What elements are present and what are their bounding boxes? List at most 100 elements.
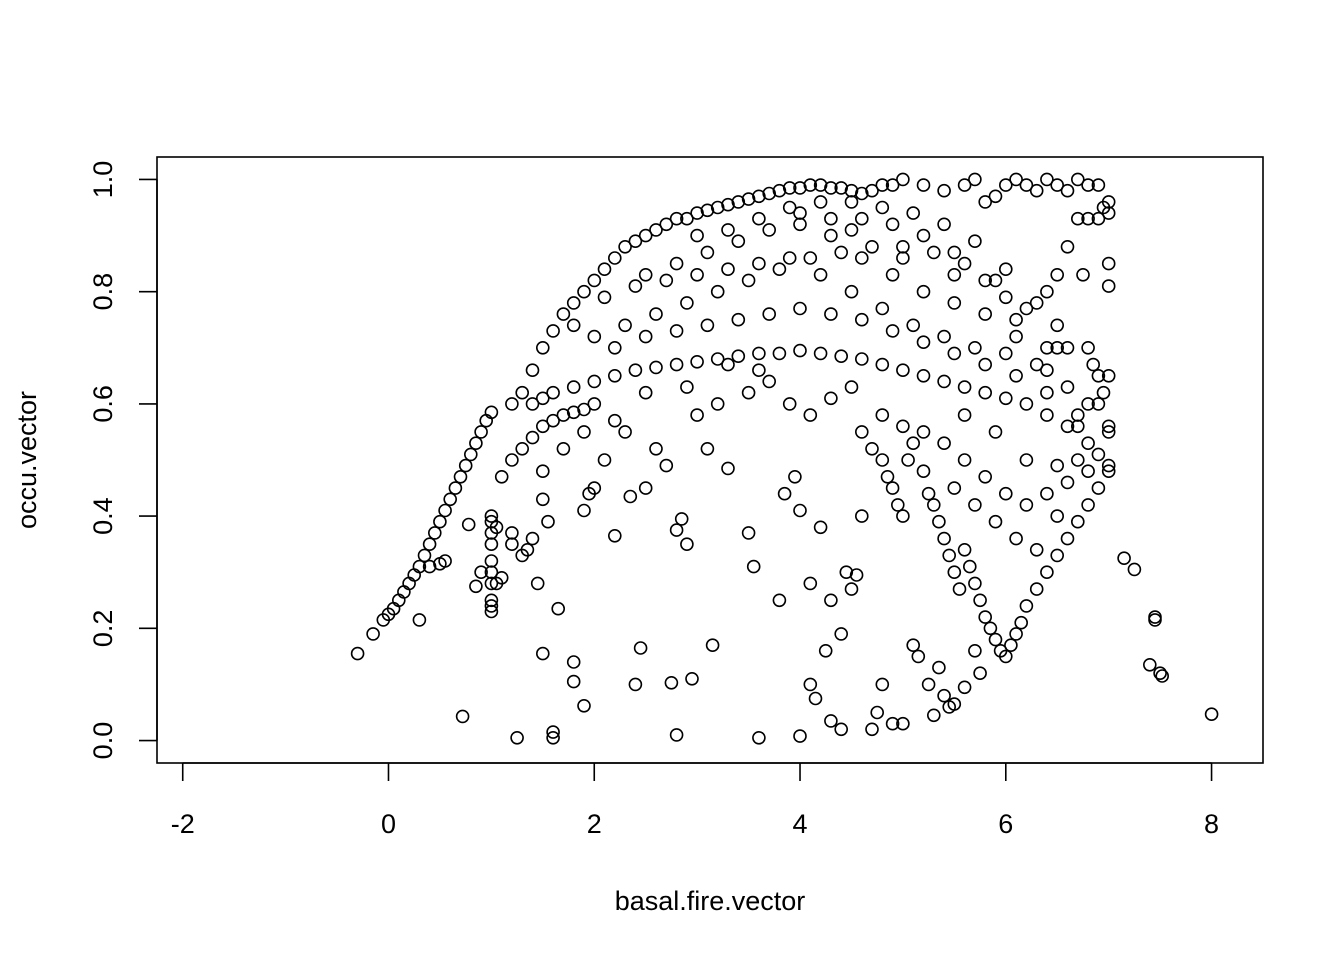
- data-point: [793, 729, 807, 743]
- data-point: [854, 352, 869, 366]
- data-point: [638, 267, 653, 282]
- data-point: [669, 728, 684, 742]
- data-point: [597, 453, 612, 467]
- data-point: [932, 514, 946, 529]
- data-point: [721, 357, 735, 372]
- data-point: [546, 385, 560, 400]
- data-point: [1009, 627, 1023, 641]
- data-point: [541, 514, 555, 529]
- data-point: [782, 251, 797, 265]
- data-point: [1029, 296, 1044, 310]
- data-point: [890, 498, 905, 512]
- data-point: [577, 503, 591, 518]
- data-point: [618, 318, 632, 333]
- data-point: [469, 579, 483, 594]
- data-point: [597, 262, 612, 277]
- data-point: [957, 453, 972, 467]
- data-point: [469, 436, 483, 451]
- data-point: [1071, 172, 1085, 187]
- data-point: [597, 290, 612, 305]
- data-point: [844, 223, 859, 237]
- data-point: [1076, 267, 1090, 282]
- data-point: [896, 240, 910, 254]
- data-point: [649, 307, 663, 321]
- data-point: [834, 627, 849, 641]
- data-point: [680, 380, 694, 394]
- data-point: [762, 374, 777, 389]
- data-point: [1019, 599, 1034, 613]
- data-point: [813, 195, 828, 209]
- data-point: [461, 517, 476, 532]
- data-point: [947, 697, 962, 711]
- data-point: [906, 436, 921, 451]
- data-point: [741, 192, 756, 206]
- data-point: [659, 273, 674, 288]
- data-point: [690, 267, 704, 282]
- data-point: [834, 245, 849, 260]
- data-point: [875, 200, 890, 215]
- data-point: [731, 195, 746, 209]
- data-point: [968, 576, 982, 591]
- data-point: [746, 559, 761, 574]
- data-point: [988, 514, 1003, 529]
- data-point: [916, 178, 931, 192]
- data-point: [484, 405, 499, 420]
- data-point: [880, 469, 895, 484]
- data-point: [937, 374, 951, 389]
- data-point: [587, 329, 602, 344]
- data-point: [618, 240, 632, 254]
- data-point: [772, 346, 787, 361]
- data-point: [978, 195, 993, 209]
- data-point: [422, 537, 437, 552]
- data-point: [988, 273, 1003, 288]
- data-point: [587, 273, 602, 288]
- data-point: [700, 245, 715, 260]
- data-point: [885, 716, 900, 731]
- data-point: [942, 548, 957, 563]
- data-point: [752, 189, 766, 204]
- data-point: [1009, 172, 1023, 187]
- data-point: [968, 234, 982, 248]
- data-point: [998, 391, 1013, 406]
- data-point: [1071, 408, 1085, 422]
- data-point: [988, 632, 1003, 647]
- data-point: [772, 593, 787, 608]
- data-point: [741, 273, 756, 288]
- data-point: [628, 234, 643, 248]
- data-point: [1040, 408, 1054, 422]
- data-point: [777, 486, 792, 501]
- data-point: [638, 329, 653, 344]
- data-point: [474, 565, 488, 580]
- data-point: [978, 469, 993, 484]
- data-point: [484, 537, 499, 552]
- data-point: [844, 284, 859, 299]
- data-point: [535, 340, 550, 355]
- data-point: [690, 206, 704, 220]
- data-point: [988, 189, 1003, 204]
- x-tick-label: 0: [381, 809, 396, 839]
- data-point: [947, 346, 962, 361]
- data-point: [824, 714, 838, 728]
- data-point: [566, 380, 581, 394]
- data-point: [1004, 638, 1018, 653]
- data-point: [1019, 397, 1034, 411]
- data-point: [885, 324, 900, 338]
- data-point: [669, 523, 684, 537]
- data-point: [818, 643, 833, 658]
- data-point: [587, 374, 602, 389]
- data-point: [535, 419, 550, 434]
- data-point: [546, 413, 560, 428]
- data-point: [849, 568, 864, 582]
- data-point: [1050, 458, 1064, 473]
- data-point: [443, 492, 458, 507]
- data-point: [762, 186, 777, 201]
- data-point: [834, 349, 849, 364]
- data-point: [710, 284, 725, 299]
- y-tick-label: 0.4: [88, 497, 118, 535]
- data-point: [906, 206, 921, 220]
- data-point: [463, 447, 478, 462]
- data-point: [453, 469, 468, 484]
- data-point: [813, 346, 828, 361]
- data-point: [926, 245, 941, 260]
